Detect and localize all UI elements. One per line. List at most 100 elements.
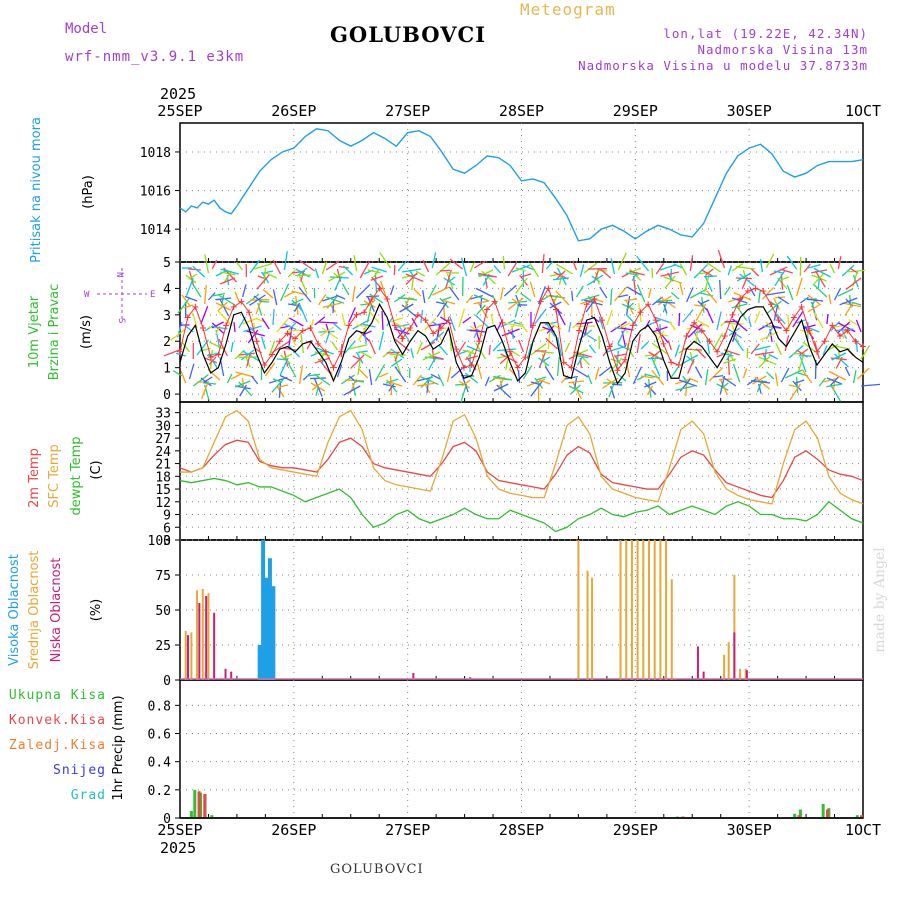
wind-vector	[382, 383, 396, 388]
wind-vector	[256, 274, 270, 290]
wind-gust-mark	[798, 303, 805, 310]
wind-vector	[704, 276, 713, 292]
wind-vector	[626, 286, 642, 296]
wind-vector	[620, 327, 634, 331]
wind-vector	[385, 378, 399, 384]
wind-vector	[576, 321, 593, 325]
wind-vector	[378, 331, 385, 351]
wind-vector	[546, 325, 555, 334]
wind-vector	[617, 326, 627, 345]
wind-vector	[555, 270, 566, 281]
wind-vector	[181, 294, 191, 306]
wind-vector	[807, 304, 820, 313]
wind-vector	[394, 351, 399, 362]
precipitation-y-tick-label: 0	[163, 812, 171, 827]
wind-vector	[295, 295, 299, 315]
wind-vector	[688, 377, 699, 383]
wind-vector	[439, 269, 450, 272]
wind-vector	[437, 373, 445, 387]
wind-vector	[288, 303, 302, 307]
wind-vector	[215, 297, 232, 301]
precip-bar	[189, 810, 193, 818]
cloud-bar	[619, 540, 622, 680]
wind-vector	[735, 277, 752, 280]
wind-vector	[600, 268, 612, 279]
model-elevation: Nadmorska Visina u modelu 37.8733m	[578, 58, 868, 73]
wind-vector	[727, 355, 730, 376]
wind-vector	[415, 270, 426, 277]
wind-vector	[192, 265, 206, 278]
wind-vector	[752, 375, 767, 385]
temperature-y-tick-label: 15	[155, 483, 171, 498]
wind-vector	[615, 371, 627, 382]
wind-gust-mark	[813, 348, 820, 355]
cloud-low-title: Niska Oblacnost	[49, 558, 64, 663]
wind-vector	[454, 341, 466, 359]
wind-vector	[518, 339, 525, 353]
wind-vector	[271, 377, 285, 393]
wind-vector	[538, 349, 547, 368]
wind-vector	[478, 272, 497, 278]
wind-gust-mark	[576, 327, 583, 334]
wind-vector	[651, 358, 661, 377]
wind-gust-mark	[852, 338, 859, 345]
precipitation-y-tick-label: 0.4	[148, 756, 172, 771]
wind-vector	[624, 298, 638, 302]
wind-vector	[610, 288, 613, 306]
wind-vector	[478, 269, 494, 278]
wind-vector	[234, 291, 240, 302]
cloud-bar	[205, 596, 208, 680]
wind-vector	[625, 272, 639, 276]
wind-vector	[675, 385, 695, 391]
wind-vector	[359, 351, 372, 359]
wind-vector	[741, 276, 748, 290]
wind-vector	[368, 369, 373, 386]
wind-gust-mark	[238, 298, 245, 305]
precip-legend-4: Grad	[71, 788, 106, 803]
wind-vector	[558, 274, 562, 285]
wind-vector	[719, 279, 722, 300]
wind-vector	[625, 302, 634, 311]
wind-vector	[529, 263, 540, 278]
wind-y-tick-label: 5	[163, 256, 171, 271]
clouds-y-tick-label: 25	[155, 639, 171, 654]
wind-gust-mark	[269, 351, 276, 358]
wind-vector	[261, 317, 270, 330]
wind-vector	[235, 261, 244, 271]
wind-y-tick-label: 4	[163, 282, 171, 297]
wind-gust-mark	[683, 332, 690, 339]
wind-gust-mark	[514, 364, 521, 371]
wind-vector	[294, 274, 311, 277]
cloud-bar	[261, 540, 266, 680]
wind-gust-mark	[583, 301, 590, 308]
wind-gust-mark	[760, 288, 767, 295]
temp-dewpoint-title: dewpt Temp	[69, 436, 84, 515]
wind-vector	[366, 303, 373, 323]
wind-vector	[438, 344, 448, 356]
wind-vector	[435, 262, 451, 276]
wind-vector	[212, 292, 226, 297]
wind-vector	[203, 376, 213, 383]
cloud-high-title: Visoka Oblacnost	[7, 554, 22, 666]
wind-vector	[246, 353, 251, 367]
wind-vector	[712, 333, 723, 351]
cloud-bar	[723, 654, 726, 680]
temperature-y-tick-label: 12	[155, 496, 171, 511]
bottom-day-label: 29SEP	[613, 821, 658, 839]
cloud-bar	[207, 593, 210, 680]
wind-vector	[701, 296, 705, 313]
top-day-label: 26SEP	[271, 102, 316, 120]
wind-vector	[465, 294, 474, 304]
wind-vector	[687, 358, 695, 374]
wind-vector	[402, 268, 422, 273]
wind-vector	[777, 296, 790, 305]
wind-vector	[355, 284, 371, 299]
wind-vector	[695, 348, 706, 359]
top-day-label: 25SEP	[157, 102, 202, 120]
wind-vector	[723, 358, 737, 364]
wind-vector	[331, 341, 339, 351]
wind-vector	[289, 317, 304, 327]
wind-vector	[488, 344, 491, 356]
wind-gust-mark	[698, 327, 705, 334]
wind-gust-mark	[491, 298, 498, 305]
